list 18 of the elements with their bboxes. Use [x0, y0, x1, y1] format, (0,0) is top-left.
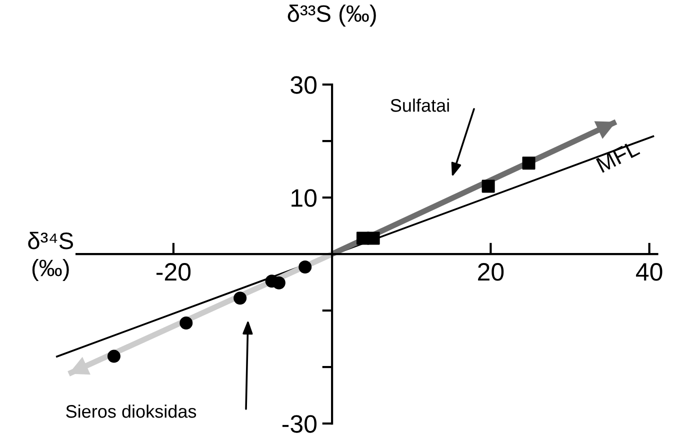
x-tick-label: 20: [478, 263, 504, 281]
point: [272, 276, 286, 290]
point: [107, 350, 120, 363]
point: [482, 180, 495, 193]
point: [522, 156, 536, 170]
point: [366, 232, 380, 245]
point: [298, 260, 312, 274]
y-axis-title: δ³³S (‰): [288, 4, 376, 27]
x-tick-label: 40: [636, 263, 662, 281]
y-tick-label: 10: [292, 189, 317, 207]
annotation: Sieros dioksidas: [66, 404, 196, 418]
point: [234, 292, 247, 305]
x-axis-title: δ³⁴S (‰): [28, 232, 73, 282]
x-tick-label: -20: [156, 263, 191, 281]
y-tick-label: -30: [282, 415, 317, 433]
y-tick-label: 30: [290, 76, 317, 94]
annotation: Sulfatai: [390, 98, 449, 112]
point: [180, 316, 193, 330]
